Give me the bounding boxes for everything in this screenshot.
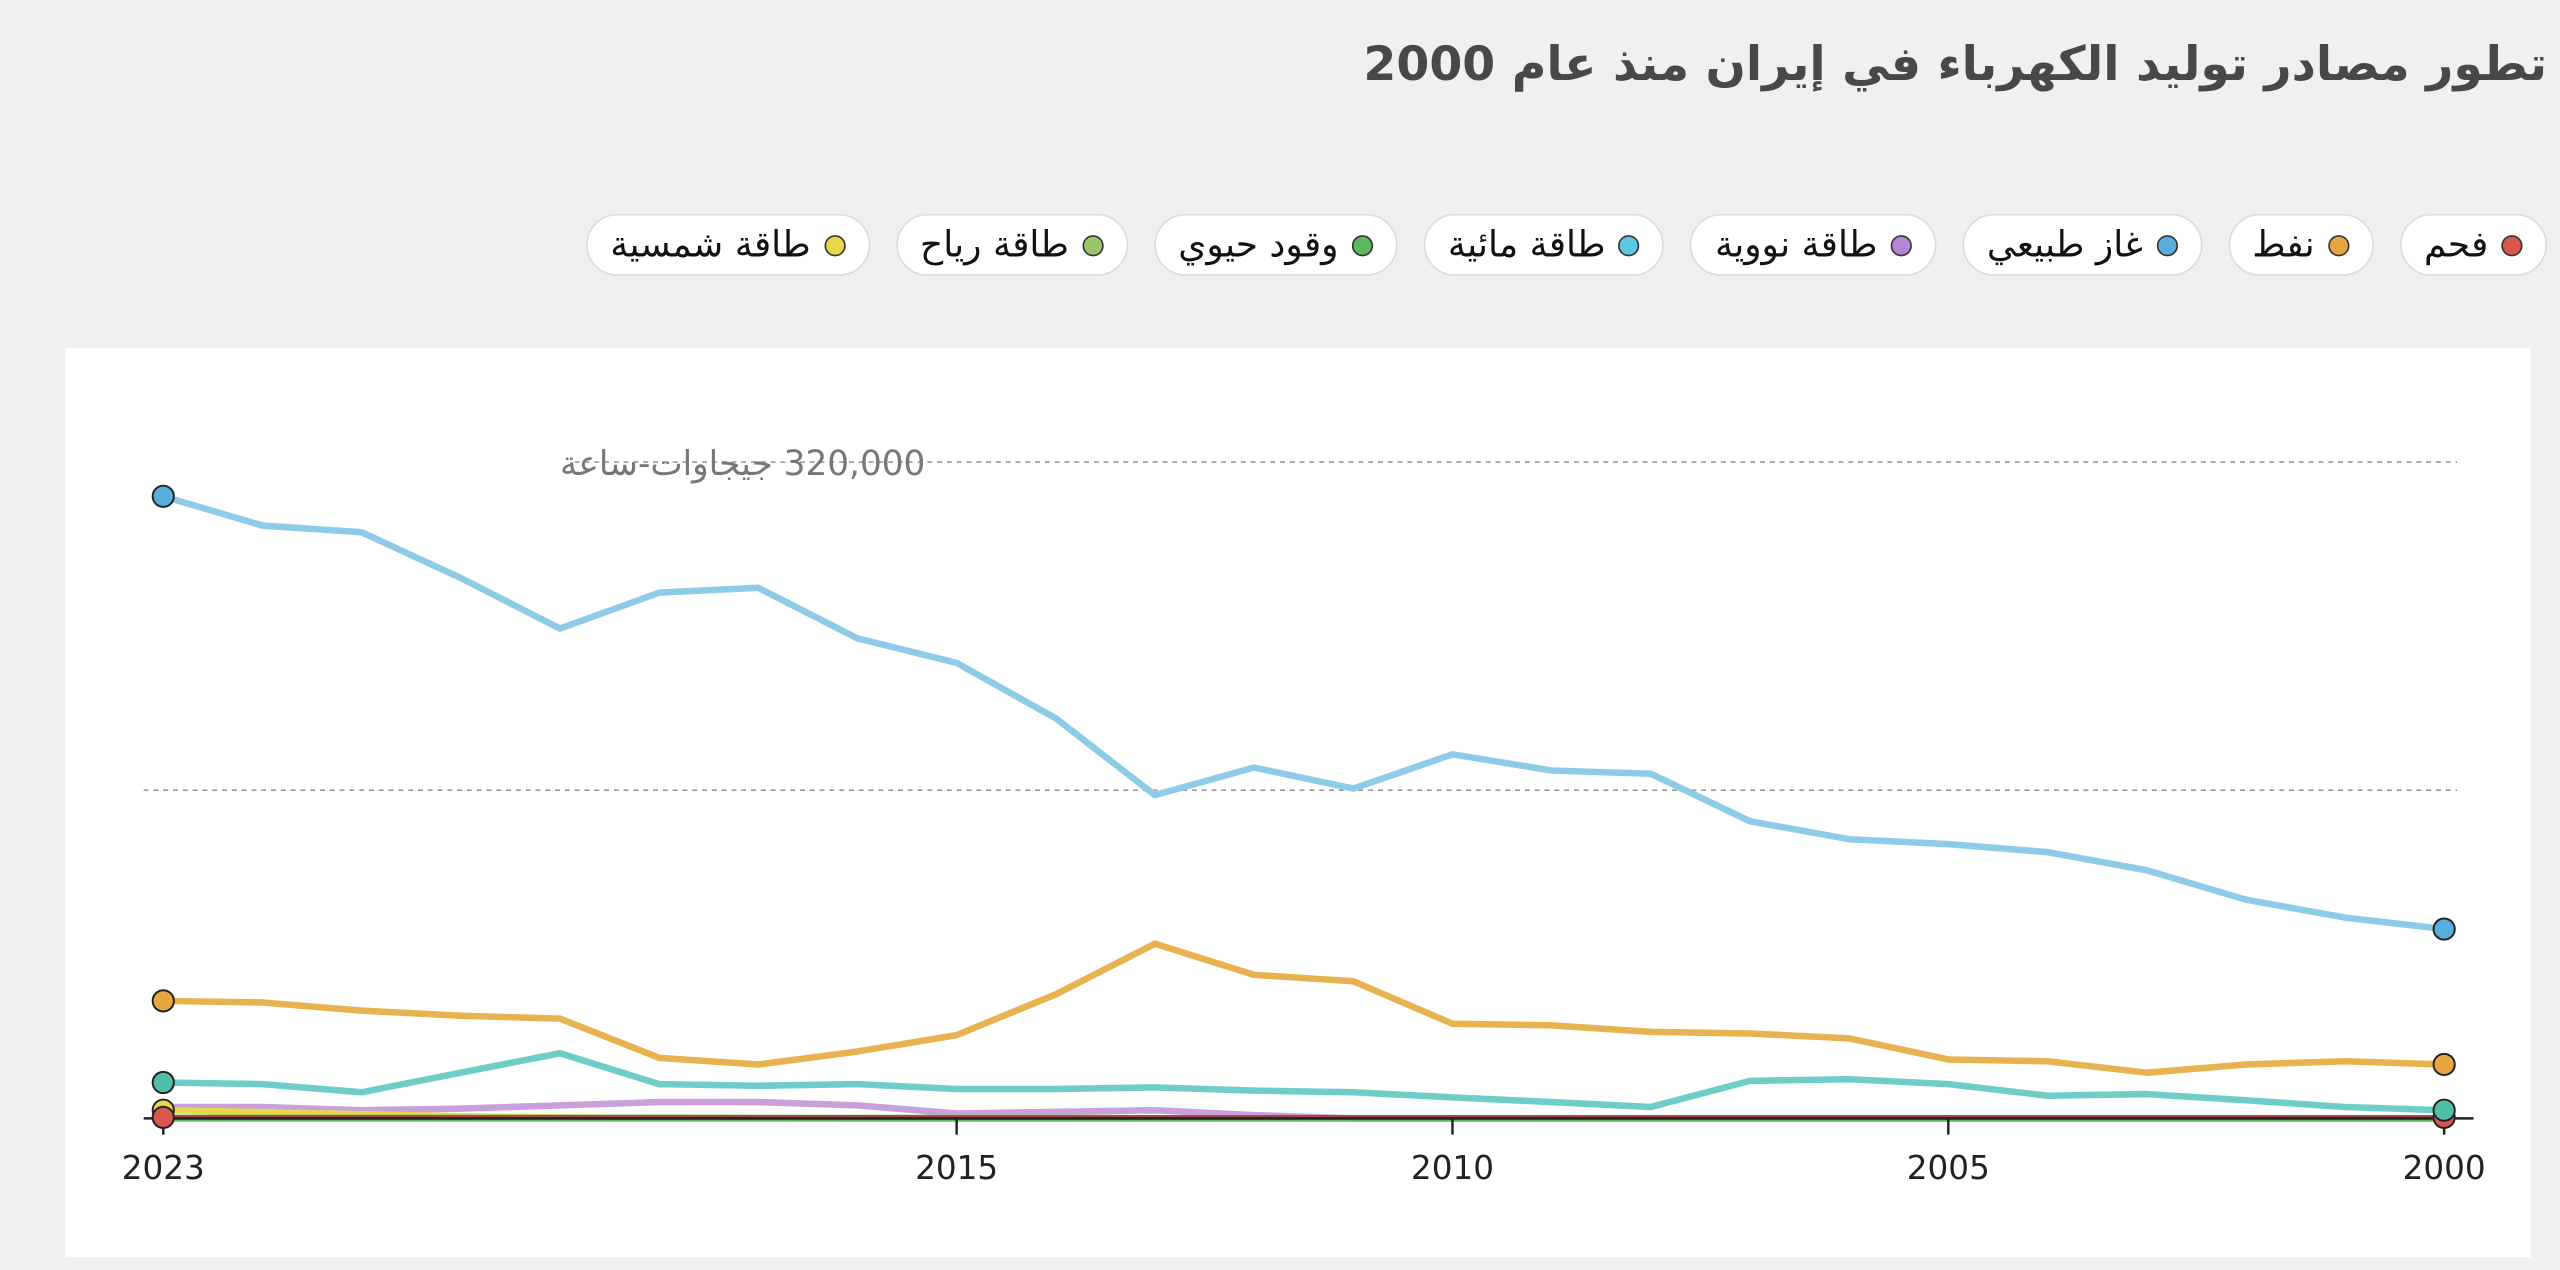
x-tick-label: 2010 [1411, 1149, 1494, 1187]
legend-item[interactable]: طاقة شمسية [585, 213, 870, 276]
legend-label: طاقة نووية [1714, 224, 1878, 266]
legend-dot-icon [2501, 234, 2523, 256]
legend-label: غاز طبيعي [1986, 224, 2143, 266]
series-start-dot [2432, 1052, 2456, 1077]
legend-label: طاقة شمسية [610, 224, 811, 266]
legend-dot-icon [2327, 234, 2349, 256]
x-tick-label: 2015 [915, 1149, 998, 1187]
legend-label: طاقة رياح [920, 224, 1069, 266]
series-end-dot [151, 484, 175, 508]
legend-label: فحم [2423, 224, 2489, 266]
series-line [163, 1049, 2445, 1114]
legend-item[interactable]: نفط [2227, 213, 2374, 276]
series-end-dot [151, 1070, 175, 1095]
legend: فحم نفط غاز طبيعي طاقة نووية طاقة مائية وقود … [585, 213, 2548, 276]
series-end-dot [151, 989, 175, 1013]
x-tick-label: 2023 [122, 1149, 205, 1187]
series-line [163, 940, 2445, 1076]
legend-dot-icon [1890, 234, 1912, 256]
legend-label: وقود حيوي [1178, 224, 1339, 266]
legend-item[interactable]: طاقة رياح [895, 213, 1128, 276]
legend-item[interactable]: طاقة نووية [1690, 213, 1937, 276]
series-line [162, 493, 2445, 933]
legend-dot-icon [1081, 234, 1104, 256]
series-start-dot [2432, 1098, 2456, 1122]
legend-item[interactable]: طاقة مائية [1423, 213, 1665, 276]
series-start-dot [2432, 917, 2456, 941]
chart-title: تطور مصادر توليد الكهرباء في إيران منذ ع… [1363, 35, 2548, 92]
legend-label: نفط [2252, 224, 2315, 266]
x-tick-label: 2000 [2403, 1149, 2486, 1187]
legend-dot-icon [2155, 234, 2178, 256]
y-axis-label: 320,000 جيجاوات-ساعة [560, 444, 925, 484]
legend-dot-icon [823, 234, 845, 256]
legend-label: طاقة مائية [1447, 224, 1606, 266]
legend-item[interactable]: فحم [2399, 213, 2548, 276]
legend-item[interactable]: غاز طبيعي [1962, 213, 2202, 276]
x-tick-label: 2005 [1907, 1149, 1990, 1187]
legend-dot-icon [1618, 234, 1640, 256]
series-end-dot [151, 1105, 175, 1129]
legend-item[interactable]: وقود حيوي [1153, 213, 1398, 276]
legend-dot-icon [1351, 234, 1373, 256]
